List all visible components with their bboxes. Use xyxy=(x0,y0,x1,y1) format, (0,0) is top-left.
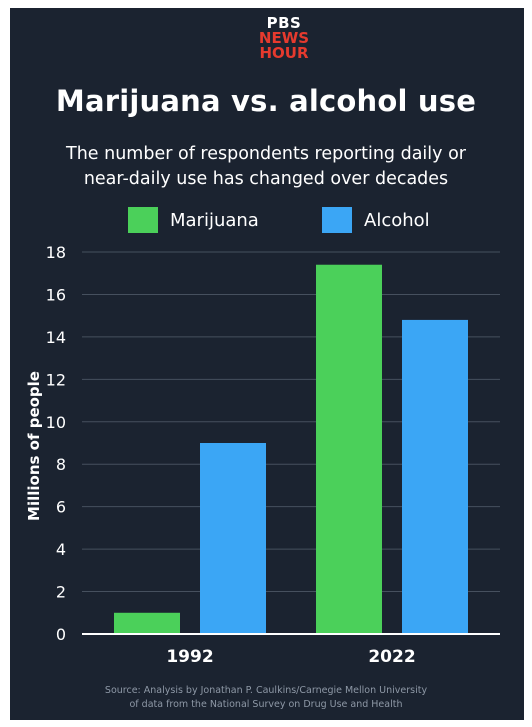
y-tick-label-6: 6 xyxy=(56,498,66,517)
legend-item-alcohol: Alcohol xyxy=(322,207,430,233)
legend-label-marijuana: Marijuana xyxy=(170,209,259,231)
source-line-2: of data from the National Survey on Drug… xyxy=(129,699,403,710)
bar-marijuana-2022 xyxy=(316,264,382,634)
chart-subtitle: The number of respondents reporting dail… xyxy=(30,142,502,192)
y-tick-label-0: 0 xyxy=(56,625,66,644)
legend-swatch-alcohol xyxy=(322,207,352,233)
bar-alcohol-1992 xyxy=(200,443,266,634)
logo-line-1: PBS xyxy=(266,14,302,32)
y-tick-label-2: 2 xyxy=(56,583,66,602)
legend-label-alcohol: Alcohol xyxy=(364,209,430,231)
legend-swatch-marijuana xyxy=(128,207,158,233)
subtitle-line-2: near-daily use has changed over decades xyxy=(83,169,449,189)
logo-line-3: HOUR xyxy=(259,44,309,62)
legend: Marijuana Alcohol xyxy=(0,207,532,233)
y-tick-label-8: 8 xyxy=(56,455,66,474)
x-tick-label-1992: 1992 xyxy=(166,647,213,667)
bar-alcohol-2022 xyxy=(402,319,468,634)
source-line-1: Source: Analysis by Jonathan P. Caulkins… xyxy=(104,685,428,696)
y-tick-label-18: 18 xyxy=(46,243,66,262)
y-tick-label-4: 4 xyxy=(56,540,66,559)
subtitle-line-1: The number of respondents reporting dail… xyxy=(66,144,466,164)
y-tick-label-12: 12 xyxy=(46,370,66,389)
chart-title: Marijuana vs. alcohol use xyxy=(55,84,477,118)
logo-line-2: NEWS xyxy=(258,29,310,47)
legend-item-marijuana: Marijuana xyxy=(128,207,259,233)
y-tick-label-16: 16 xyxy=(46,285,66,304)
bar-marijuana-1992 xyxy=(114,612,180,634)
y-tick-label-10: 10 xyxy=(46,413,66,432)
y-tick-label-14: 14 xyxy=(46,328,66,347)
x-tick-label-2022: 2022 xyxy=(368,647,415,667)
pbs-newshour-logo: PBS NEWS HOUR xyxy=(244,16,324,61)
source-note: Source: Analysis by Jonathan P. Caulkins… xyxy=(0,684,532,712)
